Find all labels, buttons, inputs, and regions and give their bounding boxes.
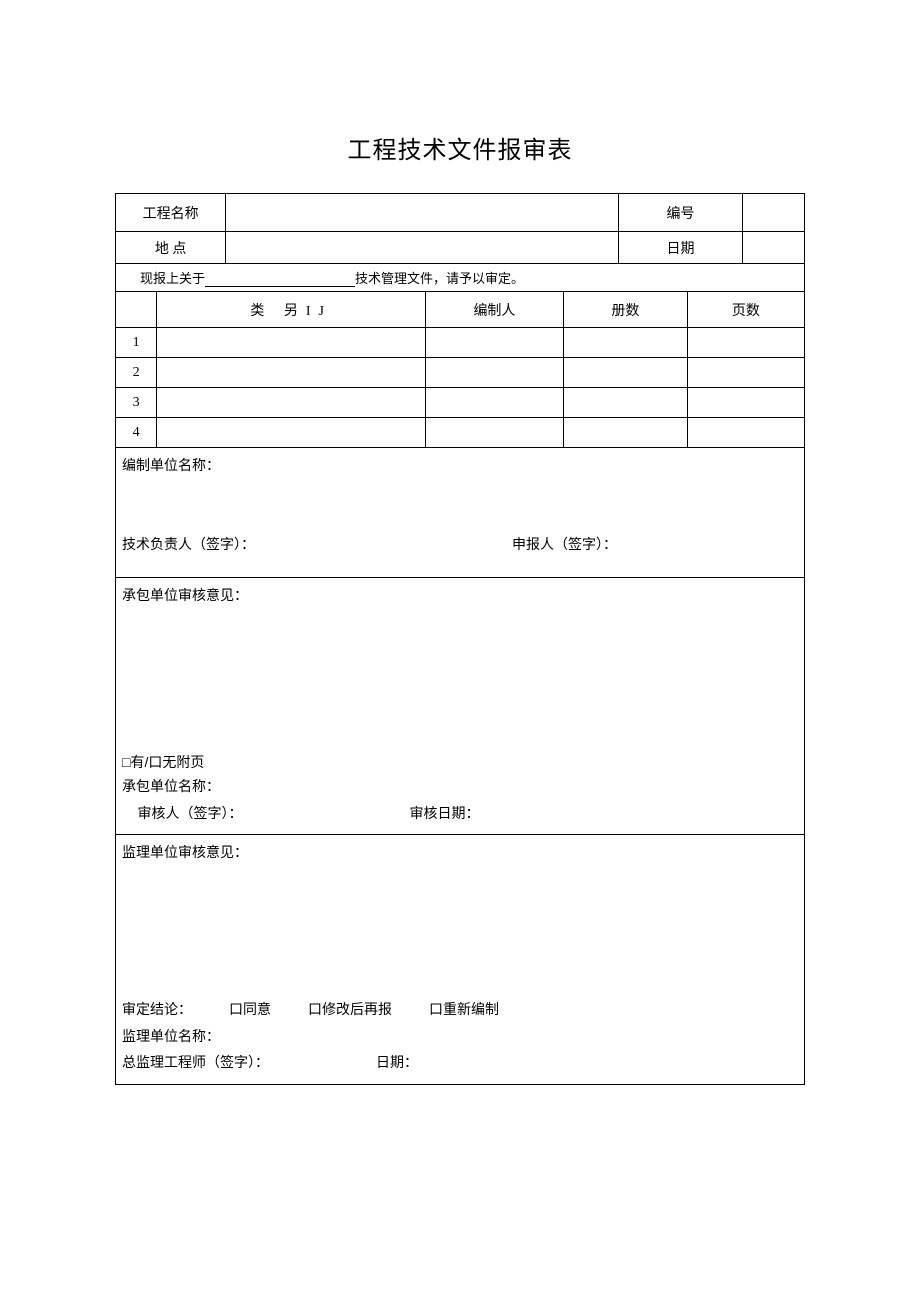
row-idx: 3: [116, 388, 157, 418]
contractor-org-label: 承包单位名称：: [122, 775, 798, 802]
compiling-org-label: 编制单位名称：: [122, 454, 798, 481]
col-category: 类 另IJ: [157, 292, 426, 328]
table-row: 2: [116, 358, 805, 388]
row-pages[interactable]: [687, 358, 804, 388]
col-compiler: 编制人: [426, 292, 564, 328]
approval-form-table: 工程名称 编号 地 点 日期 现报上关于 技术管理文件，请予以审定。 类 另IJ …: [115, 193, 805, 1085]
row-pages[interactable]: [687, 418, 804, 448]
tech-lead-label: 技术负责人（签字）：: [122, 538, 255, 553]
row-category[interactable]: [157, 388, 426, 418]
option-agree[interactable]: 口同意: [229, 1001, 271, 1017]
col-index: [116, 292, 157, 328]
contractor-section: 承包单位审核意见： □有/口无附页 承包单位名称： 审核人（签字）： 审核日期：: [116, 578, 805, 835]
attachment-checkbox-line[interactable]: □有/口无附页: [122, 749, 798, 776]
header-row-2: 地 点 日期: [116, 232, 805, 264]
col-pages: 页数: [687, 292, 804, 328]
location-label: 地 点: [116, 232, 226, 264]
row-idx: 2: [116, 358, 157, 388]
date-value[interactable]: [742, 232, 804, 264]
submit-statement-row: 现报上关于 技术管理文件，请予以审定。: [116, 264, 805, 292]
compiling-unit-section: 编制单位名称： 技术负责人（签字）： 申报人（签字）：: [116, 448, 805, 578]
row-compiler[interactable]: [426, 388, 564, 418]
table-row: 3: [116, 388, 805, 418]
row-compiler[interactable]: [426, 328, 564, 358]
project-name-value[interactable]: [226, 194, 619, 232]
row-compiler[interactable]: [426, 358, 564, 388]
submit-prefix: 现报上关于: [140, 271, 205, 286]
option-revise[interactable]: 口修改后再报: [308, 1001, 392, 1017]
applicant-label: 申报人（签字）：: [512, 538, 617, 553]
column-header-row: 类 另IJ 编制人 册数 页数: [116, 292, 805, 328]
reviewer-label: 审核人（签字）：: [138, 807, 243, 822]
row-category[interactable]: [157, 358, 426, 388]
row-pages[interactable]: [687, 388, 804, 418]
location-value[interactable]: [226, 232, 619, 264]
row-volumes[interactable]: [563, 358, 687, 388]
serial-label: 编号: [618, 194, 742, 232]
serial-value[interactable]: [742, 194, 804, 232]
row-compiler[interactable]: [426, 418, 564, 448]
row-category[interactable]: [157, 328, 426, 358]
header-row-1: 工程名称 编号: [116, 194, 805, 232]
supervisor-opinion-label: 监理单位审核意见：: [122, 841, 798, 868]
table-row: 1: [116, 328, 805, 358]
supervisor-section: 监理单位审核意见： 审定结论： 口同意 口修改后再报 口重新编制 监理单位名称：…: [116, 835, 805, 1084]
contractor-opinion-label: 承包单位审核意见：: [122, 584, 798, 611]
submit-statement: 现报上关于 技术管理文件，请予以审定。: [116, 264, 805, 292]
submit-suffix: 技术管理文件，请予以审定。: [355, 271, 524, 286]
row-volumes[interactable]: [563, 388, 687, 418]
project-name-label: 工程名称: [116, 194, 226, 232]
table-row: 4: [116, 418, 805, 448]
supervisor-org-label: 监理单位名称：: [122, 1025, 798, 1052]
supervisor-date-label: 日期：: [376, 1056, 418, 1071]
row-volumes[interactable]: [563, 328, 687, 358]
conclusion-label: 审定结论：: [122, 1003, 192, 1018]
row-volumes[interactable]: [563, 418, 687, 448]
col-volumes: 册数: [563, 292, 687, 328]
date-label: 日期: [618, 232, 742, 264]
option-redo[interactable]: 口重新编制: [429, 1001, 499, 1017]
row-idx: 1: [116, 328, 157, 358]
row-category[interactable]: [157, 418, 426, 448]
row-idx: 4: [116, 418, 157, 448]
chief-engineer-label: 总监理工程师（签字）：: [122, 1056, 269, 1071]
review-date-label: 审核日期：: [410, 807, 480, 822]
row-pages[interactable]: [687, 328, 804, 358]
page-title: 工程技术文件报审表: [115, 130, 805, 165]
submit-blank[interactable]: [205, 286, 355, 287]
